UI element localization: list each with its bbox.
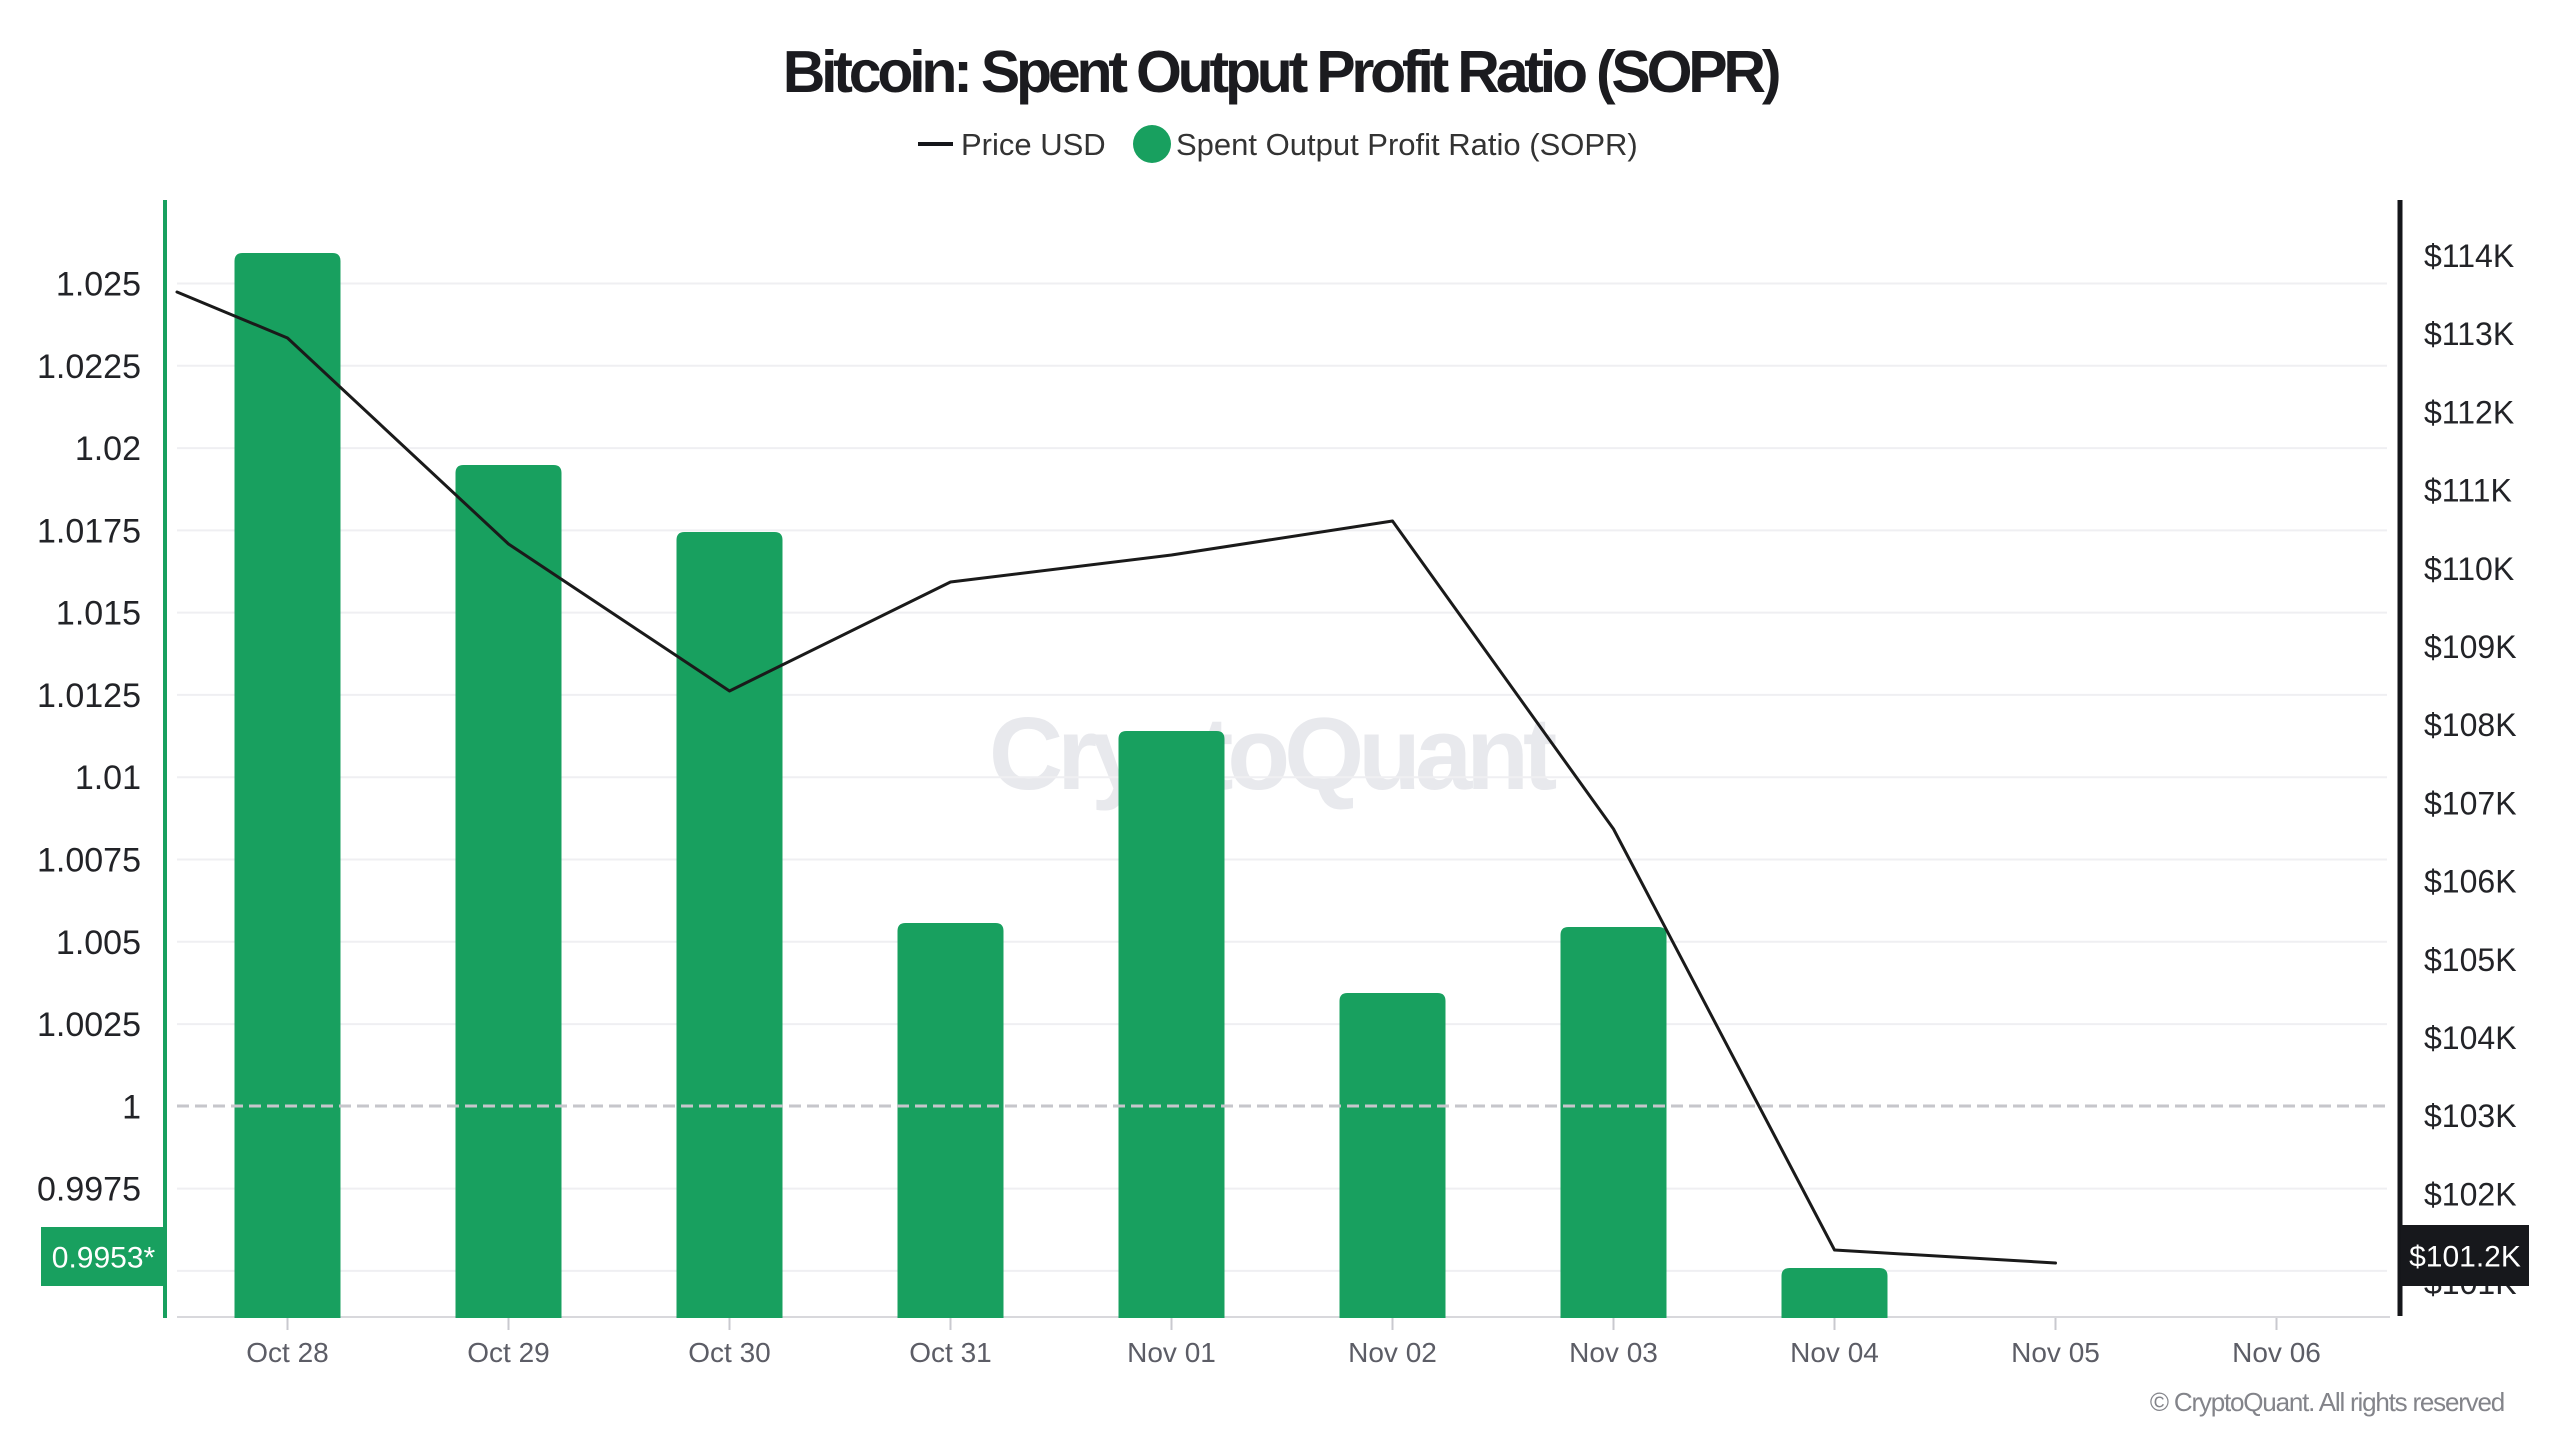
svg-text:$109K: $109K bbox=[2424, 629, 2517, 665]
svg-text:Nov 05: Nov 05 bbox=[2011, 1337, 2100, 1368]
svg-text:1: 1 bbox=[122, 1088, 141, 1126]
svg-text:Oct 30: Oct 30 bbox=[688, 1337, 770, 1368]
svg-text:Oct 31: Oct 31 bbox=[909, 1337, 991, 1368]
svg-text:Oct 28: Oct 28 bbox=[246, 1337, 328, 1368]
svg-text:Bitcoin: Spent Output Profit R: Bitcoin: Spent Output Profit Ratio (SOPR… bbox=[783, 39, 1779, 105]
svg-text:Spent Output Profit Ratio (SOP: Spent Output Profit Ratio (SOPR) bbox=[1176, 127, 1638, 162]
svg-text:Nov 03: Nov 03 bbox=[1569, 1337, 1658, 1368]
svg-text:$103K: $103K bbox=[2424, 1098, 2517, 1134]
svg-text:$113K: $113K bbox=[2424, 316, 2514, 352]
svg-text:Nov 06: Nov 06 bbox=[2232, 1337, 2321, 1368]
svg-text:$105K: $105K bbox=[2424, 942, 2517, 978]
svg-text:$112K: $112K bbox=[2424, 394, 2514, 430]
svg-text:$110K: $110K bbox=[2424, 551, 2514, 587]
svg-text:1.025: 1.025 bbox=[56, 266, 141, 304]
svg-text:$106K: $106K bbox=[2424, 864, 2517, 900]
svg-text:1.015: 1.015 bbox=[56, 595, 141, 633]
svg-text:0.9975: 0.9975 bbox=[37, 1171, 141, 1209]
svg-text:Nov 04: Nov 04 bbox=[1790, 1337, 1879, 1368]
svg-text:1.0225: 1.0225 bbox=[37, 348, 141, 386]
svg-text:1.005: 1.005 bbox=[56, 924, 141, 962]
svg-text:$114K: $114K bbox=[2424, 238, 2514, 274]
svg-text:$102K: $102K bbox=[2424, 1176, 2517, 1212]
svg-text:1.0075: 1.0075 bbox=[37, 842, 141, 880]
svg-text:$108K: $108K bbox=[2424, 707, 2517, 743]
svg-text:Price USD: Price USD bbox=[961, 127, 1106, 162]
svg-text:CryptoQuant: CryptoQuant bbox=[989, 696, 1557, 811]
svg-text:$101.2K: $101.2K bbox=[2409, 1241, 2521, 1274]
svg-text:$104K: $104K bbox=[2424, 1020, 2517, 1056]
svg-text:1.0025: 1.0025 bbox=[37, 1006, 141, 1044]
svg-text:1.0175: 1.0175 bbox=[37, 512, 141, 550]
svg-text:$107K: $107K bbox=[2424, 785, 2517, 821]
svg-text:0.9953*: 0.9953* bbox=[52, 1242, 156, 1275]
svg-text:Oct 29: Oct 29 bbox=[467, 1337, 549, 1368]
svg-text:1.01: 1.01 bbox=[75, 759, 141, 797]
svg-text:1.0125: 1.0125 bbox=[37, 677, 141, 715]
svg-text:Nov 02: Nov 02 bbox=[1348, 1337, 1437, 1368]
svg-text:$111K: $111K bbox=[2424, 473, 2512, 509]
svg-text:© CryptoQuant. All rights rese: © CryptoQuant. All rights reserved bbox=[2150, 1387, 2504, 1417]
svg-text:Nov 01: Nov 01 bbox=[1127, 1337, 1216, 1368]
svg-text:1.02: 1.02 bbox=[75, 430, 141, 468]
